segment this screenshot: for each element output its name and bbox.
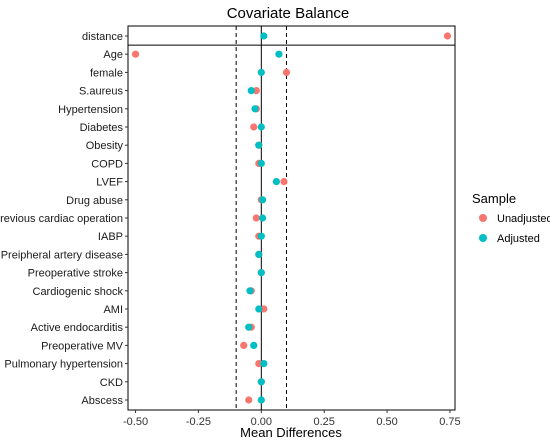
y-tick-label: COPD (91, 158, 123, 170)
plot-panel (127, 25, 456, 411)
adjusted-point (257, 123, 265, 131)
y-tick-label: Active endocarditis (31, 322, 124, 334)
adjusted-point (260, 360, 268, 368)
adjusted-point (275, 50, 283, 58)
unadjusted-point (280, 178, 288, 186)
y-tick-label: IABP (98, 231, 123, 243)
data-points (131, 32, 452, 404)
adjusted-point (255, 305, 263, 313)
y-tick-label: female (90, 67, 123, 79)
y-tick-label: Hypertension (58, 104, 123, 116)
legend-title: Sample (472, 191, 516, 206)
adjusted-point (255, 250, 263, 258)
y-tick-label: LVEF (96, 177, 123, 189)
y-tick-label: Cardiogenic shock (33, 286, 124, 298)
chart-title: Covariate Balance (227, 5, 350, 22)
unadjusted-point (252, 87, 260, 95)
adjusted-point (245, 323, 253, 331)
y-tick-label: Preoperative stroke (28, 268, 123, 280)
y-tick-label: Preoperative MV (41, 340, 124, 352)
y-tick-label: Preipheral artery disease (1, 249, 123, 261)
legend-label-adjusted: Adjusted (497, 233, 540, 245)
unadjusted-point (245, 396, 253, 404)
unadjusted-point (250, 123, 258, 131)
x-tick-label: -0.50 (123, 416, 148, 428)
adjusted-point (258, 214, 267, 222)
x-tick-label: 0.00 (251, 416, 272, 428)
adjusted-point (272, 178, 281, 186)
y-tick-label: CKD (100, 377, 123, 389)
y-axis-ticks (125, 35, 128, 401)
x-tick-label: 0.25 (313, 416, 334, 428)
adjusted-point (257, 232, 265, 240)
adjusted-point (258, 196, 267, 204)
unadjusted-point (131, 50, 140, 58)
x-tick-label: -0.25 (186, 416, 211, 428)
adjusted-point (251, 105, 259, 113)
unadjusted-point (240, 341, 248, 349)
adjusted-point (257, 378, 265, 386)
legend-key-unadjusted (479, 214, 487, 222)
adjusted-point (257, 269, 265, 277)
legend-key-adjusted (479, 234, 487, 242)
y-tick-label: Abscess (81, 395, 123, 407)
y-tick-label: Drug abuse (66, 195, 123, 207)
adjusted-point (257, 68, 265, 76)
adjusted-point (246, 287, 254, 295)
x-axis-label: Mean Differences (240, 425, 342, 440)
adjusted-point (255, 141, 263, 149)
y-tick-label: distance (82, 31, 123, 43)
y-tick-label: Age (103, 49, 123, 61)
x-tick-label: 0.50 (376, 416, 397, 428)
y-axis-labels: distance Age female S.aureus Hypertension Dia… (0, 31, 124, 407)
unadjusted-point (255, 360, 263, 368)
x-axis: -0.50 -0.25 0.00 0.25 0.50 0.75 (123, 410, 461, 428)
adjusted-point (247, 87, 255, 95)
y-tick-label: S.aureus (79, 86, 124, 98)
legend: Sample Unadjusted Adjusted (472, 191, 550, 245)
y-tick-label: Obesity (86, 140, 124, 152)
y-tick-label: Diabetes (80, 122, 124, 134)
x-tick-label: 0.75 (439, 416, 460, 428)
adjusted-point (250, 341, 258, 349)
unadjusted-point (282, 68, 291, 76)
y-tick-label: Pulmonary hypertension (4, 359, 123, 371)
y-tick-label: AMI (103, 304, 123, 316)
legend-label-unadjusted: Unadjusted (497, 213, 550, 225)
adjusted-point (260, 32, 268, 40)
y-tick-label: Previous cardiac operation (0, 213, 123, 225)
unadjusted-point (443, 32, 452, 40)
adjusted-point (257, 159, 265, 167)
unadjusted-point (260, 305, 268, 313)
adjusted-point (257, 396, 265, 404)
unadjusted-point (252, 214, 260, 222)
